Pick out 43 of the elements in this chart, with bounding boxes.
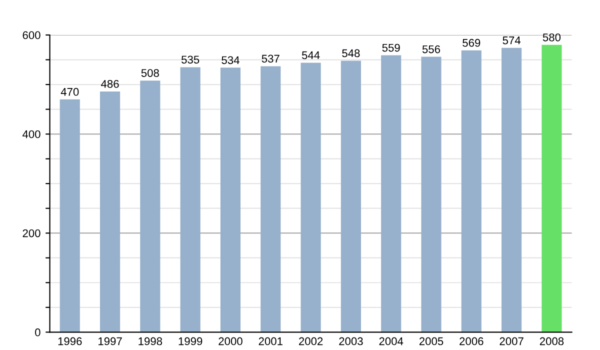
- x-tick-label: 1996: [58, 337, 82, 346]
- data-label: 486: [101, 80, 119, 88]
- data-label: 556: [422, 45, 440, 54]
- bar: [421, 56, 442, 332]
- bar: [100, 91, 120, 332]
- bar: [461, 50, 482, 332]
- bar: [300, 62, 321, 332]
- bar: [260, 66, 281, 332]
- bar: [60, 99, 80, 332]
- x-tick-label: 2006: [460, 337, 484, 346]
- data-label: 574: [502, 36, 521, 44]
- bar: [381, 55, 402, 332]
- y-tick-label: 600: [22, 31, 40, 40]
- y-tick-label: 0: [35, 328, 40, 336]
- data-label: 544: [302, 51, 320, 60]
- x-tick-label: 1998: [138, 337, 162, 346]
- data-label: 559: [382, 44, 400, 52]
- data-label: 508: [141, 69, 159, 77]
- x-tick-label: 2004: [379, 337, 404, 346]
- y-tick-label: 400: [22, 130, 40, 138]
- y-tick-label: 200: [22, 229, 40, 238]
- x-tick-label: 2007: [500, 337, 524, 346]
- x-tick-label: 2001: [258, 337, 282, 346]
- data-label: 548: [342, 49, 360, 58]
- bar: [140, 80, 160, 332]
- bar: [502, 48, 522, 332]
- x-tick-label: 2005: [419, 337, 444, 346]
- data-label: 534: [222, 56, 240, 64]
- data-label: 470: [60, 88, 79, 96]
- data-label: 580: [542, 33, 561, 42]
- x-tick-label: 1999: [178, 337, 202, 346]
- x-tick-label: 1997: [98, 337, 122, 346]
- bar: [180, 67, 200, 332]
- bar: [542, 44, 562, 332]
- data-label: 569: [462, 38, 480, 47]
- x-tick-label: 2008: [540, 337, 564, 346]
- bar: [340, 60, 361, 332]
- bar: [220, 68, 241, 332]
- x-tick-label: 2003: [339, 337, 363, 346]
- x-tick-label: 2002: [299, 337, 323, 346]
- data-label: 535: [182, 56, 200, 64]
- x-tick-label: 2000: [218, 337, 242, 346]
- data-label: 537: [262, 54, 280, 63]
